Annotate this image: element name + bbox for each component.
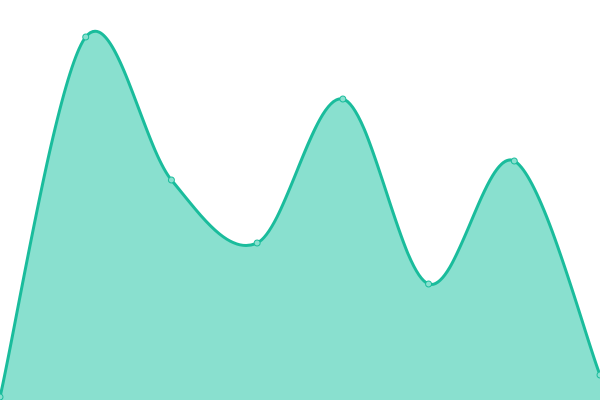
area-fill — [0, 31, 600, 400]
data-point-7 — [596, 371, 600, 379]
data-point-1 — [82, 33, 90, 41]
data-point-5 — [425, 280, 433, 288]
data-markers — [0, 33, 600, 400]
data-point-4 — [339, 95, 347, 103]
data-point-2 — [167, 176, 175, 184]
data-point-0 — [0, 393, 4, 400]
data-point-3 — [253, 239, 261, 247]
data-point-6 — [510, 157, 518, 165]
